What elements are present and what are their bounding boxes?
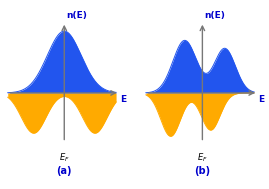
Text: E: E (259, 95, 265, 105)
Text: n(E): n(E) (204, 11, 225, 20)
Text: $E_F$: $E_F$ (59, 152, 70, 164)
Text: E: E (120, 95, 126, 105)
Text: (a): (a) (56, 166, 72, 176)
Text: (b): (b) (194, 166, 210, 176)
Text: n(E): n(E) (66, 11, 87, 20)
Text: $E_F$: $E_F$ (197, 152, 208, 164)
